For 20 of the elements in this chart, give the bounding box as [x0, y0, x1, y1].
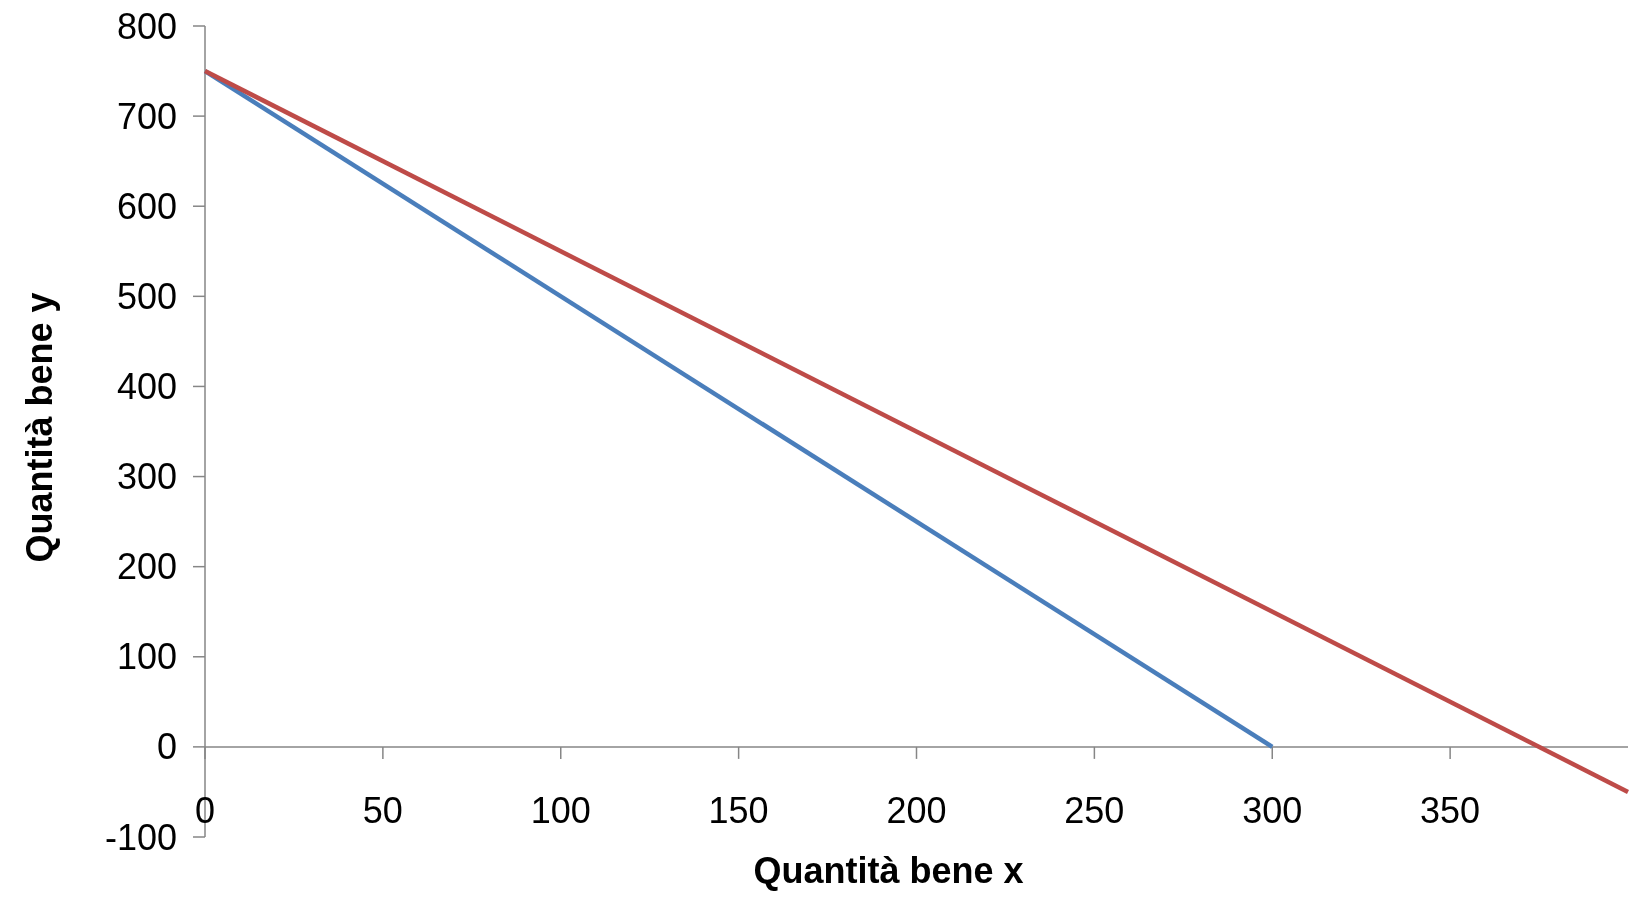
y-axis-title: Quantità bene y	[19, 292, 60, 563]
y-tick-label: 0	[156, 726, 177, 768]
y-tick-label: 700	[116, 95, 177, 137]
y-tick-label: 600	[116, 185, 177, 227]
x-tick-label: 50	[362, 790, 403, 832]
y-tick-label: 800	[116, 5, 177, 47]
y-tick-label: 400	[116, 366, 177, 408]
x-tick-label: 0	[194, 790, 216, 832]
y-tick-label: -100	[104, 816, 177, 858]
x-tick-label: 150	[708, 790, 769, 832]
x-axis-title: Quantità bene x	[753, 850, 1024, 891]
x-tick-label: 350	[1420, 790, 1481, 832]
x-tick-label: 100	[530, 790, 591, 832]
x-tick-label: 250	[1064, 790, 1125, 832]
y-tick-label: 300	[116, 456, 177, 498]
y-tick-label: 100	[116, 636, 177, 678]
x-tick-label: 200	[886, 790, 947, 832]
x-tick-label: 300	[1242, 790, 1303, 832]
y-tick-label: 500	[116, 275, 177, 317]
y-tick-label: 200	[116, 546, 177, 588]
